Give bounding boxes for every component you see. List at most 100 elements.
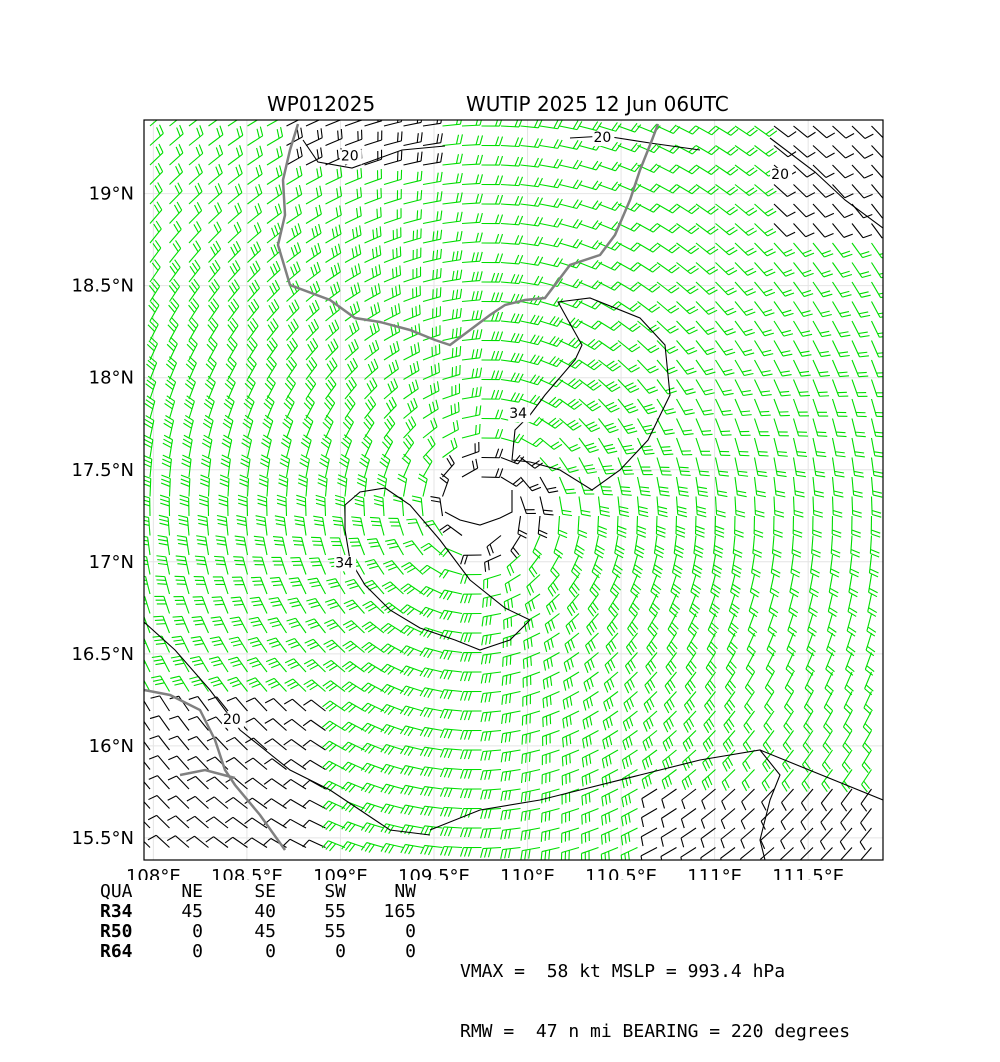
wind-barb (867, 614, 876, 637)
wind-barb (265, 719, 287, 731)
wind-barb (794, 438, 807, 456)
wind-barb (764, 711, 774, 733)
wind-barb (481, 711, 501, 722)
wind-barb (722, 789, 735, 810)
wind-barb (482, 117, 503, 126)
wind-barb (704, 692, 715, 714)
wind-barb (657, 321, 679, 333)
wind-barb (703, 731, 715, 752)
wind-barb (163, 435, 173, 457)
wind-barb (872, 165, 893, 178)
wind-barb (638, 458, 653, 475)
wind-barb (228, 126, 243, 145)
wind-barb (869, 575, 878, 597)
wind-barb (684, 711, 696, 732)
wind-barb (501, 434, 524, 443)
wind-barb (248, 280, 260, 302)
wind-barb (401, 766, 423, 776)
wind-barb (188, 756, 209, 769)
wind-barb (665, 672, 676, 694)
wind-barb (209, 107, 224, 126)
wind-barb (540, 477, 558, 493)
wind-barb (226, 357, 236, 380)
wind-barb (540, 159, 562, 168)
wind-barb (501, 809, 521, 821)
wind-barb (222, 435, 232, 457)
coastline-segment (278, 124, 658, 345)
wind-barb (257, 495, 267, 516)
wind-barb (852, 146, 873, 159)
wind-barb (774, 204, 795, 216)
wind-barb (254, 536, 267, 555)
wind-barb (381, 725, 404, 735)
wind-barb (209, 279, 220, 301)
wind-barb (703, 750, 716, 771)
wind-barb (702, 789, 716, 809)
wind-barb (461, 711, 482, 720)
wind-barb (801, 809, 813, 831)
wind-barb (440, 768, 462, 777)
wind-barb (420, 668, 443, 678)
wind-barb (872, 321, 889, 337)
wind-barb (462, 233, 482, 243)
wind-barb (420, 688, 442, 698)
wind-barb (755, 497, 765, 518)
wind-barb (370, 517, 384, 535)
wind-barb (153, 616, 169, 633)
wind-barb (240, 455, 250, 477)
wind-barb (579, 221, 602, 230)
wind-barb (579, 280, 602, 289)
wind-barb (354, 495, 364, 516)
wind-barb (868, 594, 877, 616)
wind-barb (404, 229, 422, 243)
wind-barb (481, 750, 501, 761)
wind-barb (657, 341, 678, 354)
wind-barb (150, 144, 163, 165)
wind-barb (609, 594, 619, 617)
wind-barb (189, 298, 199, 321)
wind-barb (462, 348, 482, 360)
wind-barb (362, 622, 384, 633)
wind-barb (306, 599, 325, 614)
lon-tick-label: 111.5°E (772, 866, 844, 880)
wind-barb (183, 415, 193, 438)
wind-barb (326, 339, 339, 360)
wind-barb (794, 165, 816, 177)
wind-barb (788, 614, 797, 637)
wind-barb (300, 455, 310, 477)
wind-barb (518, 516, 527, 538)
wind-barb (440, 670, 462, 680)
wind-barb (168, 776, 189, 789)
wind-barb (209, 299, 219, 321)
wind-barb (794, 204, 815, 217)
wind-barb (326, 110, 343, 126)
wind-barb (404, 286, 421, 302)
lat-tick-label: 17°N (89, 552, 134, 573)
wind-barb (462, 271, 482, 282)
wind-barb (283, 799, 306, 808)
wind-barb (404, 152, 423, 165)
wind-barb (423, 363, 439, 380)
wind-barb (285, 679, 306, 691)
wind-barb (599, 202, 622, 211)
wind-barb (223, 415, 233, 438)
wind-barb (521, 276, 543, 285)
wind-barb (301, 435, 311, 458)
wind-barb (326, 186, 342, 204)
wind-barb (273, 537, 286, 555)
wind-barb (852, 399, 867, 417)
wind-barb (704, 711, 716, 733)
wind-barb (833, 458, 845, 477)
wind-barb (563, 692, 579, 710)
wind-barb (441, 827, 462, 836)
wind-barb (420, 565, 443, 574)
wind-barb (439, 548, 462, 557)
wind-barb (400, 746, 423, 756)
wind-barb (872, 380, 887, 397)
wind-barb (813, 243, 833, 257)
wind-barb (326, 244, 341, 263)
wind-barb (657, 204, 680, 213)
wind-barb (440, 610, 462, 620)
wind-barb (521, 237, 543, 246)
wind-barb (735, 263, 756, 276)
